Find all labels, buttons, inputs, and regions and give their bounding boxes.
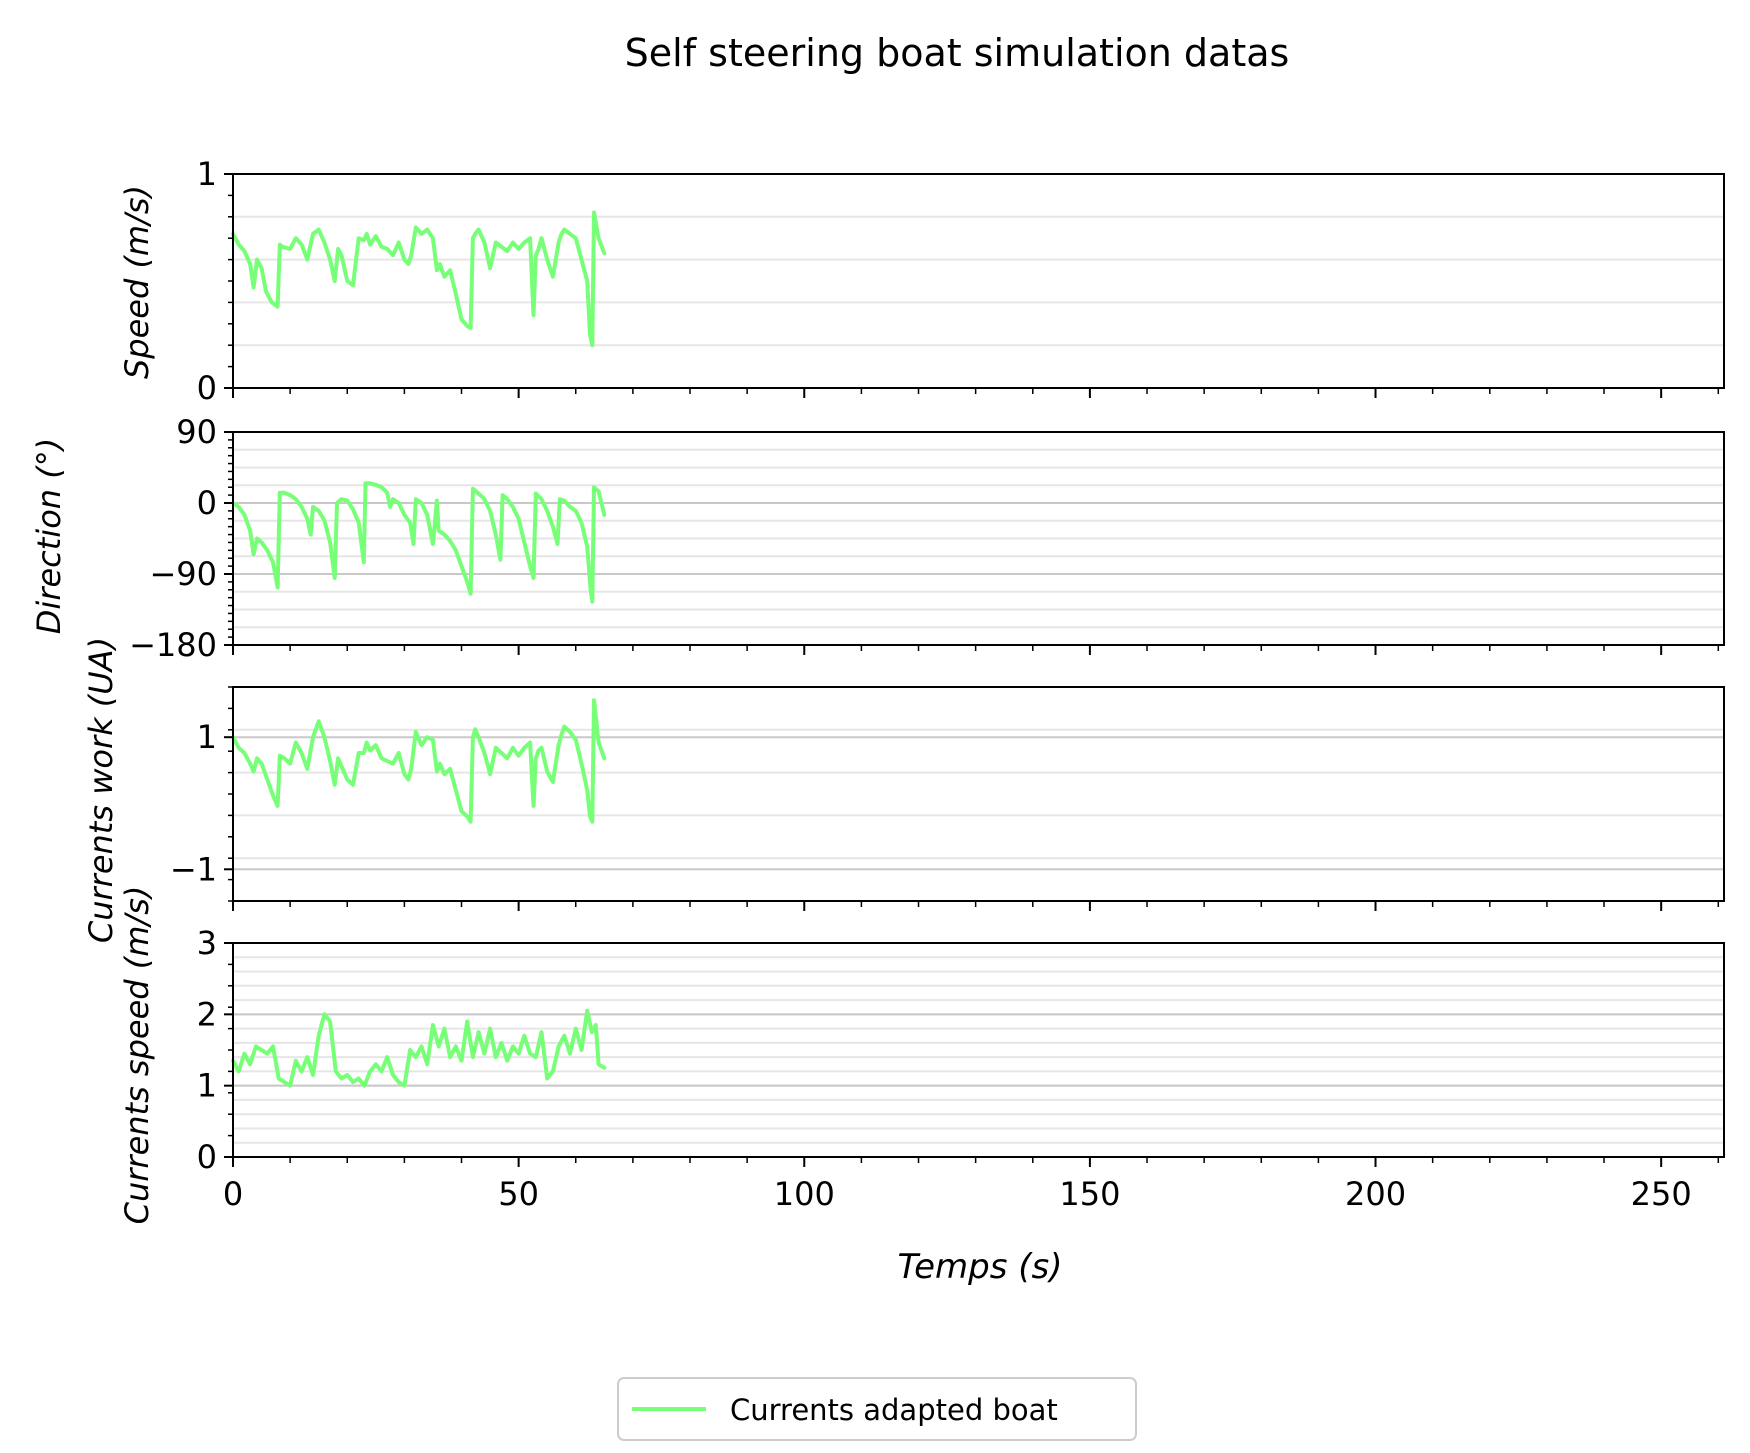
currents-work-axis-title: Currents work (UA) — [82, 637, 120, 943]
y-tick-label: 0 — [197, 484, 217, 522]
legend: Currents adapted boat — [617, 1377, 1137, 1441]
y-tick-label: 1 — [197, 1067, 217, 1105]
panel-currents-speed: Currents speed (m/s) 0 1 2 3 0 50 100 150 200 250 — [118, 886, 1725, 1225]
series-line-0 — [231, 481, 607, 604]
y-tick-label: −90 — [149, 555, 217, 593]
panel-currents-work: Currents work (UA) −1 1 — [82, 637, 1725, 943]
y-tick-label: 0 — [197, 369, 217, 407]
x-tick-label: 50 — [498, 1175, 539, 1213]
axes-frame — [232, 173, 1725, 389]
y-tick-label: 2 — [197, 995, 217, 1033]
currents-speed-axis-title: Currents speed (m/s) — [118, 886, 156, 1225]
speed-axis-title: Speed (m/s) — [118, 185, 156, 379]
legend-box — [617, 1377, 1137, 1441]
y-tick-label: 1 — [197, 718, 217, 756]
y-tick-label: 1 — [197, 155, 217, 193]
y-tick-label: 0 — [197, 1138, 217, 1176]
x-tick-label: 0 — [223, 1175, 243, 1213]
y-tick-label: −180 — [129, 626, 217, 664]
x-tick-label: 200 — [1345, 1175, 1406, 1213]
series-line-0 — [231, 210, 607, 348]
series-line-0 — [231, 1008, 607, 1088]
x-tick-label: 150 — [1059, 1175, 1120, 1213]
y-tick-label: −1 — [170, 850, 217, 888]
legend-label: Currents adapted boat — [730, 1393, 1058, 1427]
chart-title: Self steering boat simulation datas — [625, 31, 1290, 75]
y-tick-label: 3 — [197, 924, 217, 962]
direction-axis-title: Direction (°) — [30, 438, 68, 634]
series-line-0 — [231, 698, 607, 824]
panel-direction: Direction (°) −180 −90 0 90 — [30, 413, 1725, 664]
axes-frame — [232, 431, 1725, 646]
x-axis-title: Temps (s) — [898, 1247, 1063, 1287]
y-tick-label: 90 — [176, 413, 217, 451]
panel-speed: Speed (m/s) 0 1 — [118, 155, 1725, 407]
x-tick-label: 100 — [774, 1175, 835, 1213]
x-tick-label: 250 — [1631, 1175, 1692, 1213]
